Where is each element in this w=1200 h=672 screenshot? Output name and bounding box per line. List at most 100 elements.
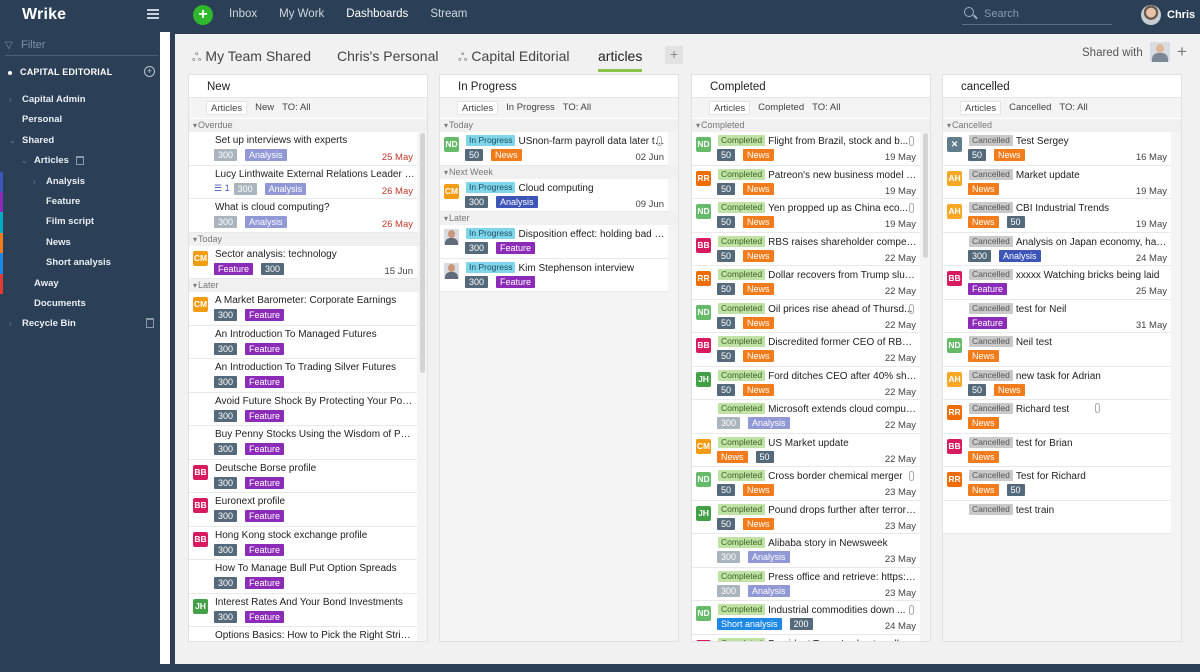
group-header[interactable]: Later — [440, 212, 678, 225]
filter-assignee[interactable]: TO: All — [282, 102, 311, 113]
subtask-count[interactable]: ☰ 1 — [214, 183, 230, 193]
workspace-title[interactable]: CAPITAL EDITORIAL — [8, 67, 112, 77]
task-tag[interactable]: 200 — [789, 618, 813, 630]
task-card[interactable]: AH Cancelled CBI Industrial Trends News 50 19… — [943, 199, 1171, 233]
task-tag[interactable]: 50 — [717, 383, 736, 396]
filter-assignee[interactable]: TO: All — [1059, 102, 1088, 113]
task-card[interactable]: ND Completed Cross border chemical merger 5… — [692, 467, 920, 501]
task-card[interactable]: JH Completed Pound drops further after ter… — [692, 500, 920, 534]
task-tag[interactable]: 300 — [465, 275, 489, 288]
task-tag[interactable]: 50 — [717, 350, 736, 362]
task-card[interactable]: CM Sector analysis: technology Feature 300 1… — [189, 245, 417, 279]
task-tag[interactable]: Analysis — [999, 249, 1041, 262]
task-tag[interactable]: Feature — [245, 577, 285, 589]
task-tag[interactable]: Feature — [496, 242, 536, 254]
task-card[interactable]: AH Cancelled Market update News 19 May — [943, 165, 1171, 199]
task-tag[interactable]: News — [743, 484, 774, 496]
filter-status[interactable]: In Progress — [506, 102, 555, 113]
wrike-logo[interactable]: Wrike — [22, 6, 67, 23]
filter-folder-chip[interactable]: Articles — [960, 101, 1002, 115]
hamburger-menu-icon[interactable] — [147, 9, 159, 19]
task-card[interactable]: RR Completed Patreon's new business model … — [692, 165, 920, 199]
task-card[interactable]: Completed Press office and retrieve: http… — [692, 567, 920, 601]
task-tag[interactable]: News — [743, 517, 774, 530]
task-tag[interactable]: News — [968, 417, 999, 429]
task-tag[interactable]: Feature — [245, 476, 285, 489]
task-card[interactable]: An Introduction To Managed Futures 300 Fea… — [189, 325, 417, 359]
task-tag[interactable]: News — [743, 182, 774, 195]
group-header[interactable]: Later — [189, 279, 427, 292]
filter-folder-chip[interactable]: Articles — [457, 101, 499, 115]
chevron-right-icon[interactable]: › — [9, 95, 12, 104]
task-tag[interactable]: News — [491, 149, 522, 161]
task-card[interactable]: What is cloud computing? 300 Analysis 26 Ma… — [189, 199, 417, 233]
sidebar-item-feature[interactable]: Feature — [0, 191, 160, 213]
task-tag[interactable]: Analysis — [748, 417, 790, 429]
task-tag[interactable]: News — [994, 383, 1025, 396]
task-tag[interactable]: 300 — [214, 216, 238, 228]
task-card[interactable]: Options Basics: How to Pick the Right St… — [189, 627, 417, 641]
chevron-down-icon[interactable]: ⌄ — [21, 156, 28, 166]
task-tag[interactable]: Feature — [245, 342, 285, 355]
sidebar-filter-input[interactable]: ▽ Filter — [5, 38, 158, 56]
task-tag[interactable]: 300 — [261, 262, 285, 275]
task-tag[interactable]: 300 — [214, 342, 238, 355]
calendar-icon[interactable] — [76, 156, 84, 166]
task-card[interactable]: Cancelled test train — [943, 500, 1171, 534]
task-tag[interactable]: News — [717, 450, 748, 463]
task-tag[interactable]: 50 — [717, 216, 736, 228]
task-tag[interactable]: 300 — [214, 149, 238, 161]
task-card[interactable]: BB Deutsche Borse profile 300 Feature — [189, 459, 417, 493]
task-tag[interactable]: Analysis — [264, 182, 307, 195]
task-tag[interactable]: 50 — [1006, 484, 1025, 496]
sidebar-item-short-analysis[interactable]: Short analysis — [0, 253, 160, 274]
task-tag[interactable]: Feature — [245, 543, 285, 556]
task-tag[interactable]: 300 — [214, 309, 238, 321]
task-tag[interactable]: 300 — [233, 182, 257, 195]
filter-folder-chip[interactable]: Articles — [206, 101, 248, 115]
task-card[interactable]: BB CompletedPresident Trump's plan to sel… — [692, 634, 920, 641]
group-header[interactable]: Overdue — [189, 119, 427, 132]
task-tag[interactable]: 300 — [717, 417, 741, 429]
task-card[interactable]: ND Cancelled Neil test News — [943, 333, 1171, 367]
task-card[interactable]: JH Completed Ford ditches CEO after 40% sh… — [692, 366, 920, 400]
task-card[interactable]: Completed Alibaba story in Newsweek 300 Ana… — [692, 534, 920, 568]
tab-capital-editorial[interactable]: ஃ Capital Editorial — [458, 48, 569, 66]
task-tag[interactable]: 300 — [214, 510, 238, 522]
task-tag[interactable]: Short analysis — [717, 618, 782, 630]
create-new-button[interactable]: + — [193, 5, 213, 25]
task-tag[interactable]: 300 — [214, 610, 238, 623]
task-tag[interactable]: Feature — [214, 262, 254, 275]
task-tag[interactable]: Analysis — [748, 584, 790, 597]
tab-articles[interactable]: articles — [598, 48, 643, 72]
sidebar-item-film-script[interactable]: Film script — [0, 212, 160, 233]
group-header[interactable]: Cancelled — [943, 119, 1181, 132]
task-card[interactable]: CM In Progress Cloud computing 300 Analysis 0… — [440, 178, 668, 212]
task-tag[interactable]: 50 — [717, 149, 736, 161]
add-folder-icon[interactable]: + — [144, 66, 155, 77]
task-card[interactable]: ND Completed Oil prices rise ahead of Thur… — [692, 299, 920, 333]
task-card[interactable]: How To Manage Bull Put Option Spreads 300… — [189, 560, 417, 594]
task-card[interactable]: Set up interviews with experts 300 Analysi… — [189, 132, 417, 166]
sidebar-item-away[interactable]: Away — [0, 273, 160, 294]
filter-folder-chip[interactable]: Articles — [709, 101, 751, 115]
task-tag[interactable]: Feature — [245, 409, 285, 422]
task-card[interactable]: CM Completed US Market update News 50 22 May — [692, 433, 920, 467]
filter-status[interactable]: New — [255, 102, 275, 113]
task-card[interactable]: JH Interest Rates And Your Bond Investmen… — [189, 593, 417, 627]
trash-icon[interactable] — [146, 318, 154, 329]
task-tag[interactable]: Feature — [245, 309, 285, 321]
task-tag[interactable]: 300 — [968, 249, 992, 262]
group-header[interactable]: Next Week — [440, 165, 678, 179]
nav-dashboards[interactable]: Dashboards — [346, 8, 409, 20]
task-card[interactable]: Buy Penny Stocks Using the Wisdom of Pet… — [189, 426, 417, 460]
task-card[interactable]: ND Completed Industrial commodities down .… — [692, 601, 920, 635]
task-card[interactable]: In Progress Kim Stephenson interview 300 Fe… — [440, 258, 668, 292]
task-card[interactable]: BB Cancelled xxxxx Watching bricks being l… — [943, 266, 1171, 300]
task-tag[interactable]: News — [743, 149, 774, 161]
chevron-right-icon[interactable]: › — [9, 319, 12, 329]
task-tag[interactable]: 300 — [214, 376, 238, 388]
tab-chris-personal[interactable]: Chris's Personal — [337, 48, 439, 64]
nav-stream[interactable]: Stream — [430, 8, 468, 20]
task-tag[interactable]: 300 — [214, 476, 238, 489]
